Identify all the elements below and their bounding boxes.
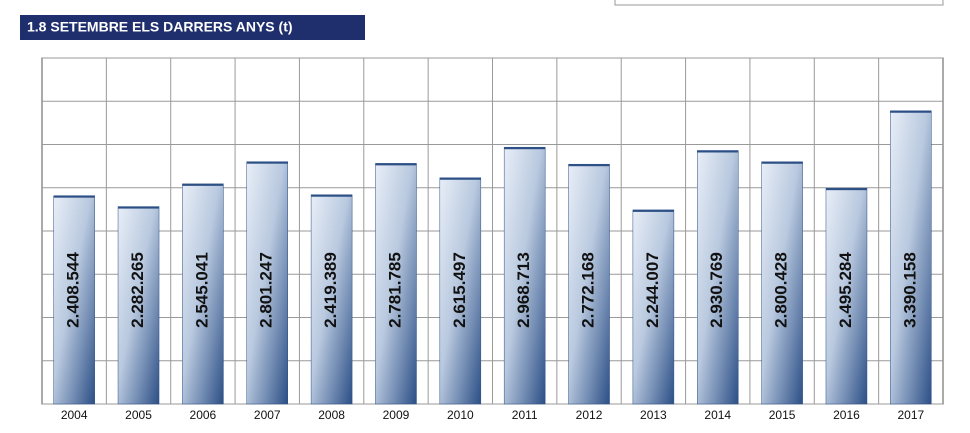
value-label: 2.408.544 bbox=[64, 252, 83, 328]
bar bbox=[825, 187, 868, 405]
bar-top bbox=[439, 177, 481, 180]
x-tick-label: 2015 bbox=[769, 408, 796, 422]
bar bbox=[503, 146, 546, 405]
bar-top bbox=[697, 150, 739, 153]
bar-top bbox=[825, 188, 867, 191]
bar bbox=[53, 195, 95, 405]
value-label: 2.781.785 bbox=[385, 252, 404, 328]
bar-top bbox=[504, 147, 546, 150]
bar-top bbox=[761, 161, 803, 164]
bar-top bbox=[53, 195, 95, 198]
x-tick-label: 2014 bbox=[704, 408, 731, 422]
value-label: 3.390.158 bbox=[900, 252, 919, 328]
value-label: 2.772.168 bbox=[579, 252, 598, 328]
search-box bbox=[614, 0, 944, 6]
value-label: 2.615.497 bbox=[450, 252, 469, 328]
value-label: 2.244.007 bbox=[643, 252, 662, 328]
bar-top bbox=[246, 161, 288, 164]
bar-top bbox=[118, 206, 160, 209]
value-label: 2.495.284 bbox=[836, 252, 855, 328]
bar bbox=[117, 206, 160, 405]
value-label: 2.801.247 bbox=[257, 252, 276, 328]
x-tick-label: 2011 bbox=[512, 408, 538, 422]
x-tick-label: 2004 bbox=[61, 408, 88, 422]
title-box bbox=[20, 15, 365, 40]
x-tick-label: 2006 bbox=[190, 408, 217, 422]
value-label: 2.419.389 bbox=[321, 252, 340, 328]
bar bbox=[632, 209, 675, 405]
bar-top bbox=[182, 183, 224, 186]
bar-top bbox=[311, 194, 353, 197]
value-label: 2.800.428 bbox=[772, 252, 791, 328]
value-label: 2.968.713 bbox=[514, 252, 533, 328]
chart-title: 1.8 SETEMBRE ELS DARRERS ANYS (t) bbox=[27, 19, 293, 35]
x-tick-label: 2012 bbox=[576, 408, 603, 422]
bar-top bbox=[375, 163, 417, 166]
x-tick-label: 2009 bbox=[383, 408, 410, 422]
bar bbox=[568, 163, 610, 405]
bar bbox=[697, 150, 739, 405]
bar bbox=[439, 177, 482, 405]
value-label: 2.545.041 bbox=[192, 252, 211, 328]
x-tick-label: 2005 bbox=[125, 408, 152, 422]
value-label: 2.930.769 bbox=[707, 252, 726, 328]
x-tick-label: 2010 bbox=[447, 408, 474, 422]
bar-top bbox=[568, 164, 610, 167]
bar-top bbox=[632, 209, 674, 212]
x-tick-label: 2008 bbox=[318, 408, 345, 422]
x-tick-label: 2016 bbox=[833, 408, 860, 422]
bar bbox=[890, 110, 932, 405]
x-tick-label: 2017 bbox=[897, 408, 924, 422]
bar bbox=[246, 161, 288, 405]
x-tick-label: 2007 bbox=[254, 408, 281, 422]
bar bbox=[310, 194, 353, 405]
bar-top bbox=[890, 110, 932, 113]
value-label: 2.282.265 bbox=[128, 252, 147, 328]
bar bbox=[761, 161, 803, 405]
x-tick-label: 2013 bbox=[640, 408, 667, 422]
bar bbox=[375, 163, 417, 405]
